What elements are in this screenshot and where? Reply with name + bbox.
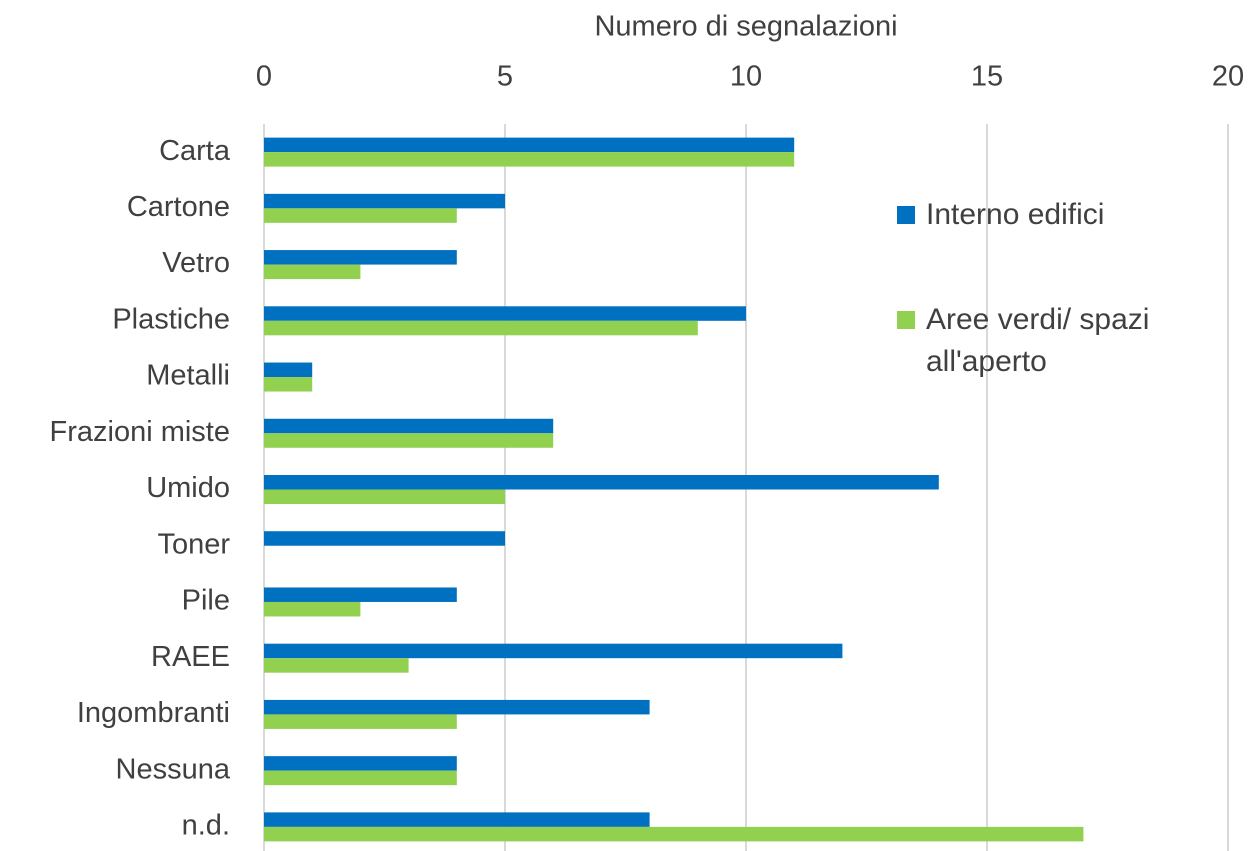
bar: [264, 587, 457, 602]
y-tick-label: Carta: [159, 135, 231, 167]
bar: [264, 826, 1084, 842]
bar: [264, 208, 457, 223]
y-tick-label: n.d.: [182, 810, 230, 842]
axis-title: Numero di segnalazioni: [594, 11, 897, 43]
y-tick-label: Toner: [157, 528, 230, 560]
bar: [264, 152, 795, 167]
bar: [264, 418, 554, 434]
bar: [264, 601, 361, 617]
bar: [264, 489, 505, 504]
x-tick-label: 10: [730, 61, 762, 93]
y-tick-label: Ingombranti: [77, 697, 230, 729]
bar: [264, 714, 457, 729]
y-tick-label: Pile: [182, 585, 230, 617]
y-tick-label: Metalli: [146, 360, 230, 392]
legend-swatch: [897, 206, 915, 224]
bar: [264, 531, 505, 546]
legend-swatch: [897, 311, 915, 329]
x-tick-label: 15: [971, 61, 1003, 93]
bar: [264, 320, 698, 336]
y-tick-label: Plastiche: [112, 303, 230, 335]
bar: [264, 812, 650, 827]
y-tick-label: Umido: [146, 472, 230, 504]
bar: [264, 193, 505, 209]
y-tick-label: Nessuna: [116, 753, 231, 785]
bar: [264, 658, 409, 673]
bar: [264, 699, 650, 715]
bar: [264, 306, 746, 321]
y-tick-label: Vetro: [162, 247, 230, 279]
bar: [264, 264, 361, 280]
bar: [264, 362, 313, 378]
bar: [264, 756, 457, 771]
x-tick-label: 20: [1212, 61, 1244, 93]
bar: [264, 770, 457, 786]
legend-label: Interno edifici: [926, 198, 1105, 231]
bar: [264, 250, 457, 265]
bar: [264, 433, 554, 448]
y-tick-label: Cartone: [127, 191, 230, 223]
bar: [264, 643, 843, 659]
bar: [264, 475, 939, 490]
x-tick-label: 5: [497, 61, 513, 93]
y-tick-label: Frazioni miste: [50, 416, 231, 448]
bar: [264, 377, 313, 392]
legend-label: Aree verdi/ spazi all'aperto: [926, 303, 1150, 378]
bar: [264, 137, 795, 153]
y-tick-label: RAEE: [151, 641, 230, 673]
x-tick-label: 0: [256, 61, 272, 93]
